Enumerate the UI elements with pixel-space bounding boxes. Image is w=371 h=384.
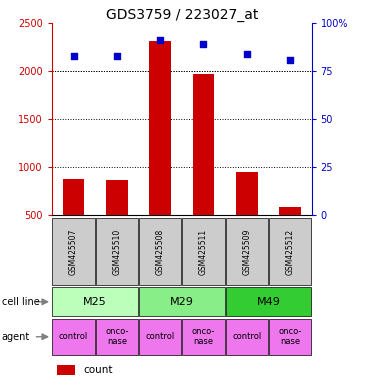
Bar <box>57 365 75 374</box>
Bar <box>182 218 224 285</box>
Text: M49: M49 <box>256 297 280 307</box>
Bar <box>52 287 138 316</box>
Bar <box>150 41 171 263</box>
Bar <box>139 218 181 285</box>
Bar <box>106 180 128 263</box>
Text: GSM425507: GSM425507 <box>69 228 78 275</box>
Bar <box>63 179 85 263</box>
Point <box>244 51 250 57</box>
Bar <box>52 319 95 355</box>
Bar <box>182 319 224 355</box>
Text: control: control <box>145 332 175 341</box>
Text: control: control <box>59 332 88 341</box>
Title: GDS3759 / 223027_at: GDS3759 / 223027_at <box>106 8 258 22</box>
Bar <box>52 218 95 285</box>
Point <box>200 41 206 47</box>
Bar <box>236 172 257 263</box>
Bar <box>139 319 181 355</box>
Text: M29: M29 <box>170 297 194 307</box>
Text: GSM425509: GSM425509 <box>242 228 251 275</box>
Text: GSM425508: GSM425508 <box>156 228 165 275</box>
Bar <box>279 207 301 263</box>
Bar <box>193 74 214 263</box>
Text: control: control <box>232 332 261 341</box>
Bar <box>96 319 138 355</box>
Bar <box>269 218 311 285</box>
Text: count: count <box>83 365 113 375</box>
Bar <box>269 319 311 355</box>
Text: onco-
nase: onco- nase <box>278 328 302 346</box>
Bar <box>226 218 268 285</box>
Text: onco-
nase: onco- nase <box>192 328 215 346</box>
Point <box>157 37 163 43</box>
Bar <box>96 218 138 285</box>
Text: GSM425511: GSM425511 <box>199 228 208 275</box>
Text: GSM425512: GSM425512 <box>286 228 295 275</box>
Point <box>287 56 293 63</box>
Bar <box>139 287 225 316</box>
Text: GSM425510: GSM425510 <box>112 228 121 275</box>
Text: agent: agent <box>2 332 30 342</box>
Point <box>70 53 76 59</box>
Point <box>114 53 120 59</box>
Text: onco-
nase: onco- nase <box>105 328 129 346</box>
Bar <box>226 287 311 316</box>
Text: cell line: cell line <box>2 297 40 307</box>
Text: M25: M25 <box>83 297 107 307</box>
Bar <box>226 319 268 355</box>
